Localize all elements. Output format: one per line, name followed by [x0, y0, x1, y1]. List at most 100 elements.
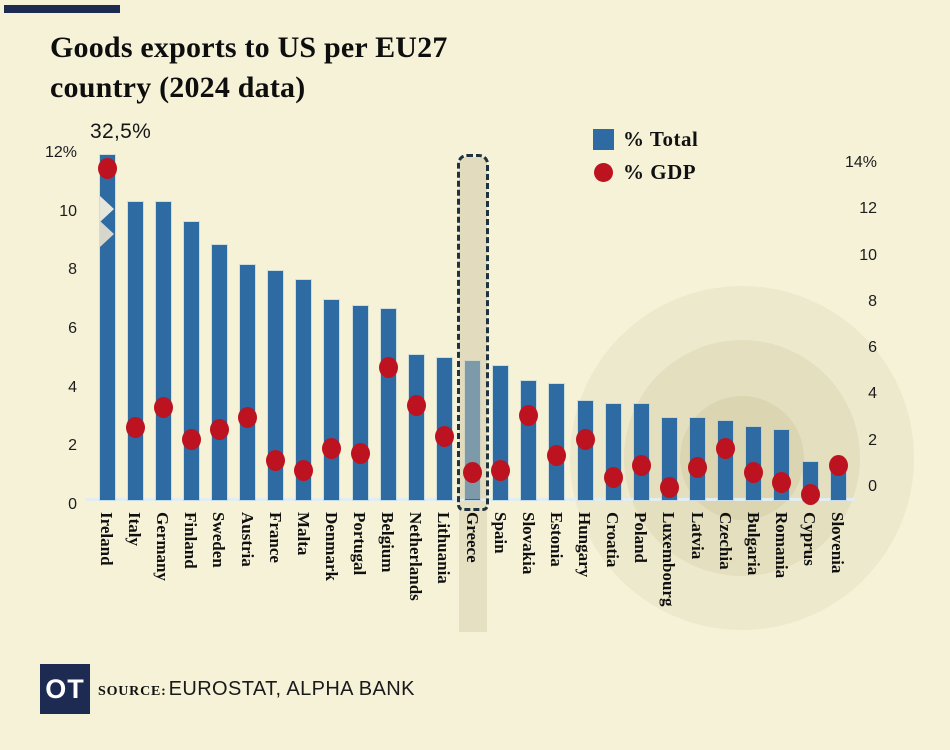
- gdp-dot-belgium: [378, 356, 398, 378]
- gdp-dot-malta: [294, 459, 314, 481]
- country-label-cyprus: Cyprus: [800, 512, 819, 566]
- bar-estonia: [549, 383, 565, 500]
- bar-netherlands: [408, 354, 424, 500]
- country-label-bulgaria: Bulgaria: [743, 512, 763, 576]
- country-label-sweden: Sweden: [209, 512, 229, 568]
- axis-break-icon: [99, 221, 114, 247]
- source-label: SOURCE:: [98, 683, 167, 699]
- bar-belgium: [380, 308, 396, 500]
- gdp-dot-greece: [463, 462, 483, 484]
- bar-hungary: [577, 400, 593, 500]
- country-label-malta: Malta: [293, 512, 313, 556]
- bar-slovakia: [521, 380, 537, 500]
- country-label-latvia: Latvia: [687, 512, 707, 560]
- gdp-dot-luxembourg: [659, 476, 679, 498]
- right-axis-tick: 6: [868, 339, 877, 357]
- country-label-belgium: Belgium: [378, 512, 398, 573]
- gdp-dot-finland: [181, 428, 201, 450]
- gdp-dot-slovenia: [828, 454, 848, 476]
- country-label-italy: Italy: [125, 512, 145, 546]
- gdp-dot-ireland: [97, 157, 117, 179]
- country-label-france: France: [265, 512, 285, 563]
- country-label-luxembourg: Luxembourg: [659, 512, 679, 607]
- greece-highlight-veil: [458, 157, 487, 499]
- right-axis-tick: 4: [868, 385, 877, 403]
- source-line: SOURCE: EUROSTAT, ALPHA BANK: [98, 678, 415, 701]
- ot-logo: OT: [40, 664, 90, 714]
- country-label-germany: Germany: [153, 512, 173, 581]
- right-axis-tick: 8: [868, 292, 877, 310]
- source-footer: OT SOURCE: EUROSTAT, ALPHA BANK: [40, 664, 415, 714]
- country-label-estonia: Estonia: [546, 512, 566, 567]
- axis-break-icon: [99, 196, 114, 222]
- gdp-dot-latvia: [688, 457, 708, 479]
- left-axis-tick: 6: [68, 320, 77, 337]
- gdp-dot-lithuania: [434, 426, 454, 448]
- gdp-dot-romania: [772, 471, 792, 493]
- bar-poland: [633, 403, 649, 500]
- gdp-dot-hungary: [575, 428, 595, 450]
- gdp-dot-spain: [491, 459, 511, 481]
- bar-italy: [127, 202, 143, 500]
- country-label-hungary: Hungary: [575, 512, 595, 578]
- gdp-dot-cyprus: [800, 483, 820, 505]
- legend-item-total: % Total: [593, 127, 698, 151]
- gdp-dot-netherlands: [406, 395, 426, 417]
- gdp-dot-denmark: [322, 438, 342, 460]
- country-label-romania: Romania: [771, 512, 791, 579]
- bar-finland: [183, 222, 199, 500]
- bar-czechia: [718, 421, 734, 500]
- gdp-dot-czechia: [716, 438, 736, 460]
- country-label-greece: Greece: [462, 512, 482, 563]
- source-text: EUROSTAT, ALPHA BANK: [168, 677, 415, 700]
- country-label-ireland: Ireland: [97, 512, 116, 566]
- country-label-lithuania: Lithuania: [434, 512, 454, 584]
- country-label-croatia: Croatia: [603, 512, 623, 568]
- left-axis-tick: 12%: [44, 144, 77, 161]
- gdp-dot-portugal: [350, 442, 370, 464]
- gdp-dot-germany: [153, 397, 173, 419]
- gdp-dot-france: [266, 450, 286, 472]
- legend-item-gdp: % GDP: [593, 160, 698, 184]
- right-axis-tick: 0: [868, 478, 877, 496]
- gdp-dot-austria: [238, 407, 258, 429]
- bar-malta: [296, 279, 312, 500]
- chart-title: Goods exports to US per EU27 country (20…: [50, 28, 650, 108]
- country-label-slovakia: Slovakia: [518, 512, 538, 575]
- ireland-value-annotation: 32,5%: [90, 120, 152, 143]
- chart-legend: % Total % GDP: [593, 127, 698, 193]
- chart-title-line2: country (2024 data): [50, 71, 306, 104]
- left-axis-tick: 4: [68, 378, 77, 396]
- watermark-circle-outer: [570, 286, 914, 630]
- right-axis-tick: 10: [859, 246, 877, 264]
- country-label-slovenia: Slovenia: [828, 512, 848, 574]
- gdp-dot-slovakia: [519, 404, 539, 426]
- gdp-dot-sweden: [209, 419, 229, 441]
- bar-france: [268, 271, 284, 500]
- top-accent-bar: [4, 5, 120, 13]
- country-label-spain: Spain: [490, 512, 510, 554]
- country-label-austria: Austria: [237, 512, 257, 567]
- right-axis-tick: 14%: [844, 154, 877, 171]
- left-axis-tick: 10: [59, 202, 77, 220]
- legend-label-gdp: % GDP: [623, 159, 697, 184]
- left-axis-tick: 2: [68, 437, 77, 455]
- gdp-dot-bulgaria: [744, 462, 764, 484]
- gdp-dot-poland: [631, 454, 651, 476]
- gdp-dot-italy: [125, 416, 145, 438]
- left-axis-tick: 0: [68, 496, 77, 514]
- country-label-czechia: Czechia: [715, 512, 735, 570]
- gdp-dot-estonia: [547, 445, 567, 467]
- bar-sweden: [211, 245, 227, 500]
- right-axis-tick: 2: [868, 431, 877, 449]
- country-label-finland: Finland: [181, 512, 201, 569]
- right-axis-tick: 12: [859, 200, 877, 218]
- gdp-series-swatch-icon: [594, 162, 613, 182]
- country-label-portugal: Portugal: [350, 512, 370, 576]
- total-series-swatch-icon: [593, 128, 614, 150]
- left-axis-tick: 8: [68, 261, 77, 279]
- bar-portugal: [352, 305, 368, 500]
- country-label-poland: Poland: [631, 512, 651, 564]
- bar-denmark: [324, 300, 340, 500]
